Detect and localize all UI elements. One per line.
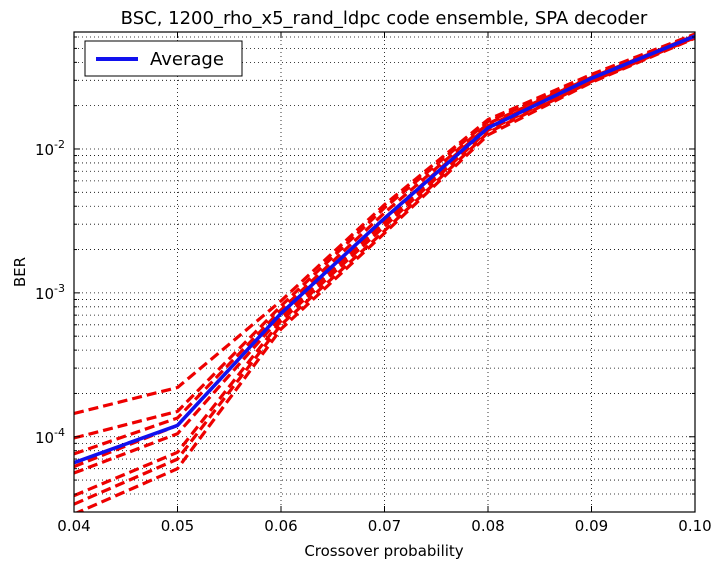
y-tick-label-base: 10 [35, 285, 54, 303]
y-tick-label-base: 10 [35, 141, 54, 159]
x-tick-label: 0.07 [368, 517, 401, 535]
x-tick-label: 0.09 [575, 517, 608, 535]
y-tick-label-exponent: -3 [54, 282, 65, 295]
series-line-ensemble-member-1 [74, 32, 695, 416]
x-tick-label: 0.04 [57, 517, 90, 535]
x-tick-label: 0.06 [264, 517, 297, 535]
y-tick-label-base: 10 [35, 429, 54, 447]
x-tick-label: 0.05 [161, 517, 194, 535]
y-tick-label: 10-2 [35, 138, 65, 159]
y-tick-labels: 10-410-310-2 [35, 138, 65, 447]
y-tick-label-exponent: -4 [54, 426, 65, 439]
x-axis-label: Crossover probability [304, 542, 463, 560]
y-tick-label: 10-3 [35, 282, 65, 303]
legend-label-average: Average [150, 49, 224, 70]
x-tick-label: 0.10 [678, 517, 711, 535]
y-tick-label-exponent: -2 [54, 138, 65, 151]
plot-lines [74, 32, 695, 512]
series-line-ensemble-member-7 [74, 36, 695, 506]
series-line-ensemble-member-2 [74, 33, 695, 440]
y-axis-label: BER [11, 257, 29, 287]
legend: Average [84, 40, 243, 77]
series-line-average [74, 34, 695, 465]
chart-title: BSC, 1200_rho_x5_rand_ldpc code ensemble… [121, 8, 648, 29]
series-line-ensemble-member-8 [74, 36, 695, 512]
x-tick-label: 0.08 [471, 517, 504, 535]
x-tick-labels: 0.04 0.05 0.06 0.07 0.08 0.09 0.10 [57, 517, 711, 535]
axis-ticks [73, 32, 696, 513]
y-tick-label: 10-4 [35, 426, 65, 447]
